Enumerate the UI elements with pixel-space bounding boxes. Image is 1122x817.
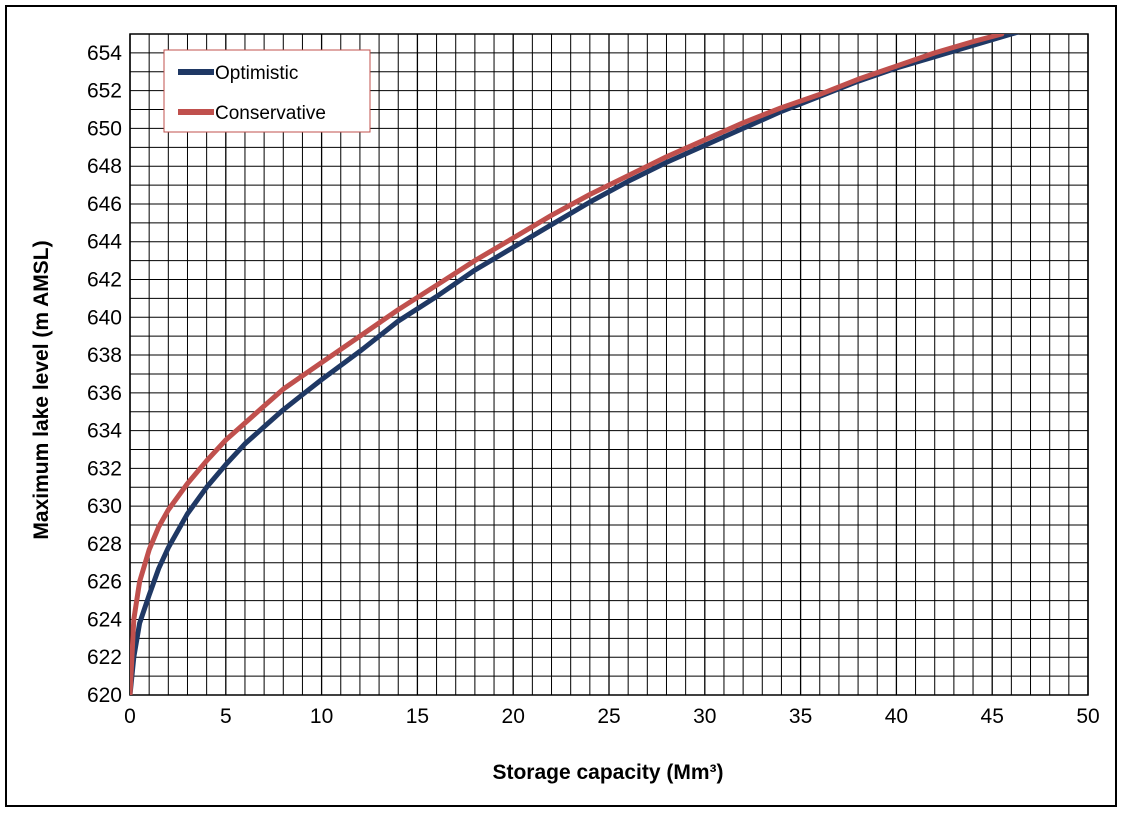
legend-box — [163, 49, 371, 133]
outer-border — [5, 5, 1117, 807]
y-tick-label: 622 — [87, 646, 122, 669]
y-tick-label: 630 — [87, 495, 122, 518]
x-tick-label: 15 — [406, 705, 429, 728]
x-tick-label: 45 — [981, 705, 1004, 728]
x-tick-label: 0 — [124, 705, 136, 728]
y-tick-label: 654 — [87, 42, 122, 65]
y-tick-label: 634 — [87, 420, 122, 443]
y-tick-label: 640 — [87, 306, 122, 329]
x-tick-label: 30 — [693, 705, 716, 728]
x-tick-label: 25 — [597, 705, 620, 728]
y-tick-label: 648 — [87, 155, 122, 178]
y-tick-label: 626 — [87, 571, 122, 594]
x-tick-label: 5 — [220, 705, 232, 728]
x-tick-label: 20 — [502, 705, 525, 728]
legend: Optimistic Conservative — [163, 49, 371, 133]
series-layer — [130, 34, 1021, 695]
y-tick-label: 638 — [87, 344, 122, 367]
y-tick-label: 646 — [87, 193, 122, 216]
y-tick-label: 642 — [87, 269, 122, 292]
x-axis-title: Storage capacity (Mm³) — [492, 761, 723, 784]
series-line-conservative — [130, 34, 1005, 695]
grid-layer — [129, 33, 1089, 696]
y-tick-label: 644 — [87, 231, 122, 254]
y-tick-label: 620 — [87, 684, 122, 707]
tick-layer: 0 5 10 15 20 25 30 35 40 45 50 620 622 624 626 628 630 63… — [87, 42, 1100, 728]
x-tick-label: 35 — [789, 705, 812, 728]
x-tick-label: 10 — [310, 705, 333, 728]
plot-area-border — [129, 33, 1089, 696]
x-tick-label: 40 — [885, 705, 908, 728]
x-tick-label: 50 — [1076, 705, 1099, 728]
y-tick-label: 652 — [87, 80, 122, 103]
legend-label-conservative: Conservative — [215, 103, 326, 124]
y-tick-label: 624 — [87, 608, 122, 631]
y-tick-label: 632 — [87, 457, 122, 480]
y-tick-label: 636 — [87, 382, 122, 405]
y-tick-label: 650 — [87, 117, 122, 140]
y-tick-label: 628 — [87, 533, 122, 556]
y-axis-title: Maximum lake level (m AMSL) — [30, 240, 53, 539]
legend-label-optimistic: Optimistic — [215, 63, 298, 84]
